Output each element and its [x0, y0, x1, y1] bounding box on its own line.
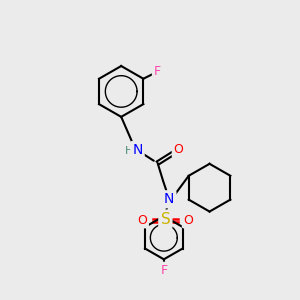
Text: N: N — [164, 192, 174, 206]
Text: H: H — [125, 146, 133, 156]
Text: O: O — [137, 214, 147, 226]
Text: O: O — [174, 143, 184, 157]
Text: F: F — [154, 64, 161, 77]
Text: F: F — [160, 264, 167, 277]
Text: N: N — [132, 143, 143, 157]
Text: O: O — [184, 214, 194, 226]
Text: S: S — [160, 212, 170, 227]
